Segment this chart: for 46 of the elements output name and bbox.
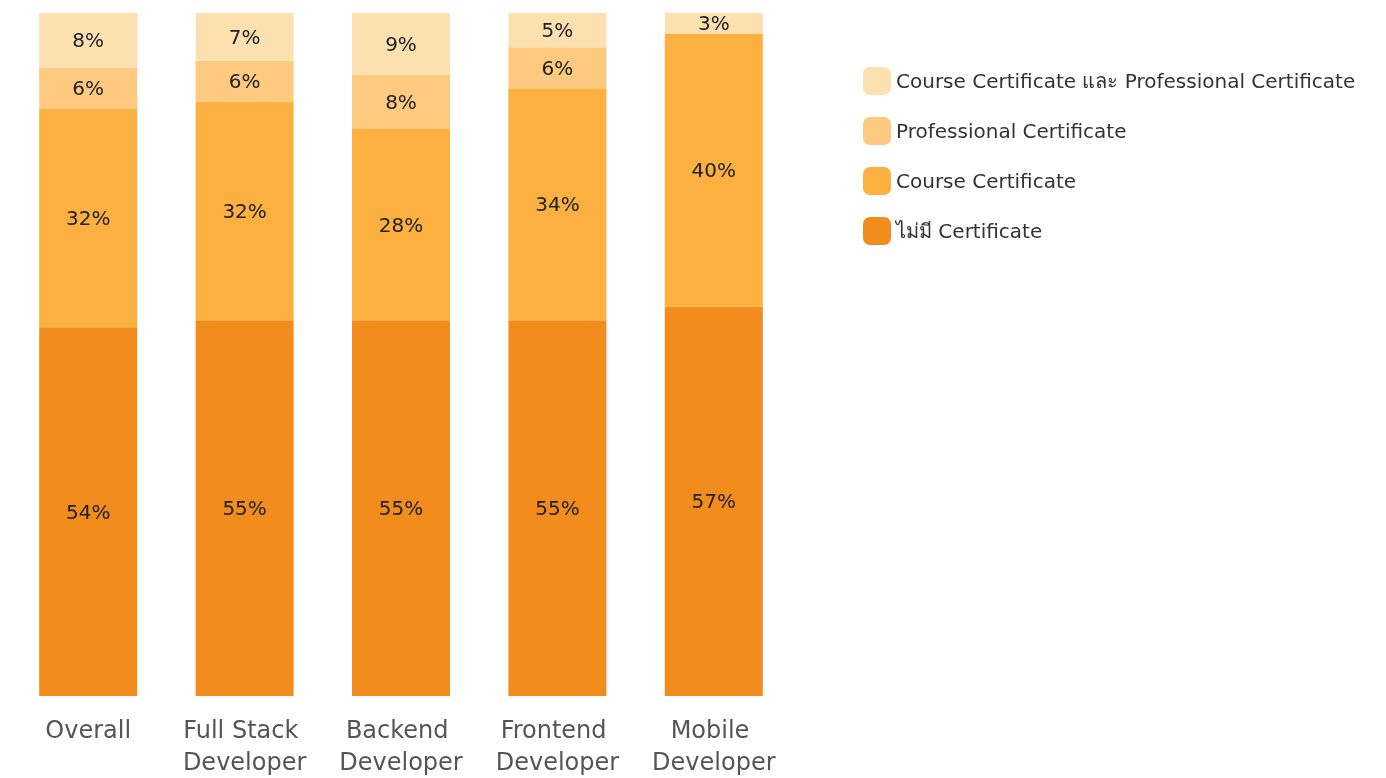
legend-label: Course Certificate และ Professional Certificate: [896, 69, 1356, 93]
data-label: 55%: [222, 496, 267, 521]
bar: [39, 13, 138, 68]
data-label: 32%: [65, 205, 111, 230]
x-tick-label: Full Stack Developer: [182, 716, 307, 776]
data-label: 3%: [697, 11, 730, 36]
data-label: 54%: [65, 499, 111, 524]
bar: [39, 327, 138, 696]
data-label: 55%: [378, 496, 424, 521]
x-tick-label: Mobile Developer: [652, 716, 776, 776]
bar: [195, 13, 294, 61]
data-label: 34%: [535, 192, 580, 217]
data-label: 6%: [72, 76, 105, 101]
data-label: 40%: [691, 158, 737, 183]
x-tick-label: Frontend Developer: [495, 716, 620, 776]
bar: [39, 67, 138, 109]
bar: [195, 320, 294, 696]
x-tick-label: Overall: [45, 716, 132, 744]
bar: [352, 320, 450, 696]
data-label: 28%: [378, 212, 424, 237]
legend-label: Course Certificate: [896, 169, 1077, 193]
bar: [508, 88, 607, 321]
bar: [352, 13, 450, 75]
data-label: 6%: [228, 69, 261, 94]
bar: [39, 108, 138, 328]
data-label: 9%: [385, 31, 417, 56]
data-label: 7%: [228, 24, 261, 49]
data-label: 8%: [72, 28, 105, 53]
x-tick-label: Backend Developer: [339, 716, 463, 776]
data-label: 32%: [222, 199, 267, 224]
bar: [508, 47, 607, 89]
data-label: 55%: [535, 496, 580, 521]
data-label: 57%: [691, 489, 737, 514]
bar: [195, 60, 294, 102]
bar: [664, 306, 763, 696]
bar: [352, 74, 450, 130]
legend-label: Professional Certificate: [896, 119, 1127, 143]
bar: [508, 320, 607, 696]
bar: [195, 101, 294, 321]
data-label: 8%: [385, 89, 417, 114]
bar: [352, 129, 450, 321]
data-label: 6%: [541, 55, 574, 80]
legend-label: ไม่มี Certificate: [894, 219, 1043, 243]
data-label: 5%: [541, 18, 574, 43]
bar: [664, 33, 763, 307]
bar: [508, 13, 607, 48]
